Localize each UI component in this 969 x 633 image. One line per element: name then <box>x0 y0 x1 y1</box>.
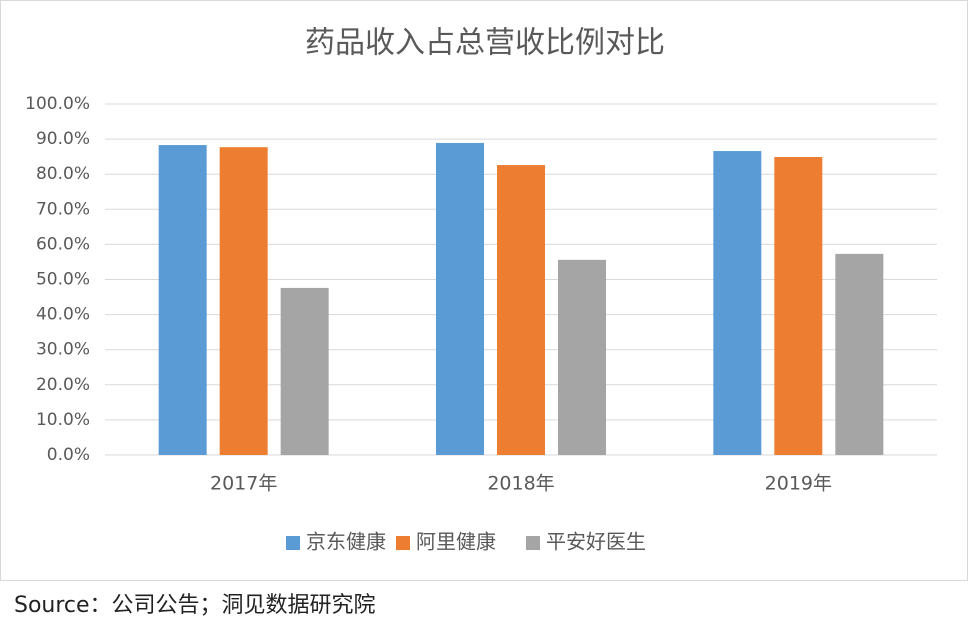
bar <box>713 151 762 455</box>
bar <box>219 147 268 455</box>
source-note: Source：公司公告；洞见数据研究院 <box>14 593 376 618</box>
bar <box>774 157 823 455</box>
y-tick-label: 60.0% <box>36 234 90 254</box>
bar <box>436 142 484 455</box>
legend-label: 京东健康 <box>306 530 386 554</box>
y-tick-label: 80.0% <box>36 164 90 184</box>
legend-swatch <box>286 536 300 550</box>
x-tick-label: 2017年 <box>210 473 277 495</box>
y-tick-label: 10.0% <box>36 410 90 430</box>
legend-label: 平安好医生 <box>546 530 646 554</box>
y-tick-label: 30.0% <box>36 340 90 360</box>
bar <box>280 287 329 455</box>
bar <box>497 165 545 455</box>
y-tick-label: 50.0% <box>36 270 90 290</box>
legend-label: 阿里健康 <box>416 530 496 554</box>
y-tick-label: 20.0% <box>36 375 90 395</box>
legend-swatch <box>396 536 410 550</box>
y-tick-label: 0.0% <box>47 445 90 465</box>
bar <box>158 145 207 455</box>
legend-swatch <box>526 536 540 550</box>
y-tick-label: 100.0% <box>25 94 90 114</box>
y-tick-label: 40.0% <box>36 305 90 325</box>
x-tick-label: 2018年 <box>487 473 554 495</box>
bar <box>835 253 884 455</box>
x-tick-label: 2019年 <box>765 473 832 495</box>
y-tick-label: 90.0% <box>36 129 90 149</box>
chart-title: 药品收入占总营收比例对比 <box>305 26 665 61</box>
y-tick-label: 70.0% <box>36 199 90 219</box>
bar <box>558 259 606 455</box>
